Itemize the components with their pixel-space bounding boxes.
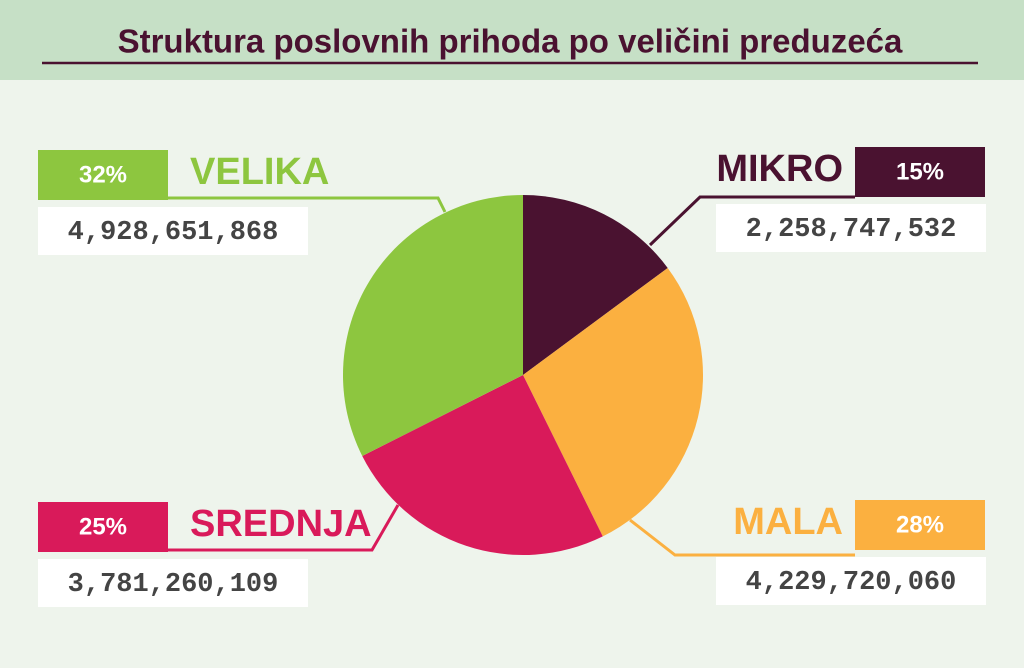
amount-label: 2,258,747,532 <box>746 215 957 245</box>
leader-line <box>168 196 447 213</box>
percent-label: 28% <box>896 511 944 538</box>
amount-box <box>38 207 308 255</box>
pie-slice <box>362 375 603 556</box>
amount-box <box>38 559 308 607</box>
amount-label: 4,229,720,060 <box>746 568 957 598</box>
percent-box <box>855 500 985 550</box>
chart-title: Struktura poslovnih prihoda po veličini … <box>118 23 903 60</box>
leader-line <box>648 195 855 247</box>
percent-label: 15% <box>896 158 944 185</box>
pie-slice <box>342 195 523 456</box>
pie-slice <box>523 195 668 375</box>
leader-line <box>168 504 400 552</box>
category-label: VELIKA <box>190 151 329 193</box>
category-label: SREDNJA <box>190 503 372 545</box>
amount-box <box>716 557 986 605</box>
amount-label: 3,781,260,109 <box>68 570 279 600</box>
amount-label: 4,928,651,868 <box>68 218 279 248</box>
category-label: MIKRO <box>716 148 843 190</box>
percent-box <box>38 502 168 552</box>
percent-box <box>855 147 985 197</box>
percent-label: 25% <box>79 513 127 540</box>
percent-box <box>38 150 168 200</box>
leader-line <box>629 518 855 557</box>
percent-label: 32% <box>79 161 127 188</box>
category-label: MALA <box>733 501 843 543</box>
header-band <box>0 0 1024 80</box>
amount-box <box>716 204 986 252</box>
pie-slice <box>523 267 703 537</box>
